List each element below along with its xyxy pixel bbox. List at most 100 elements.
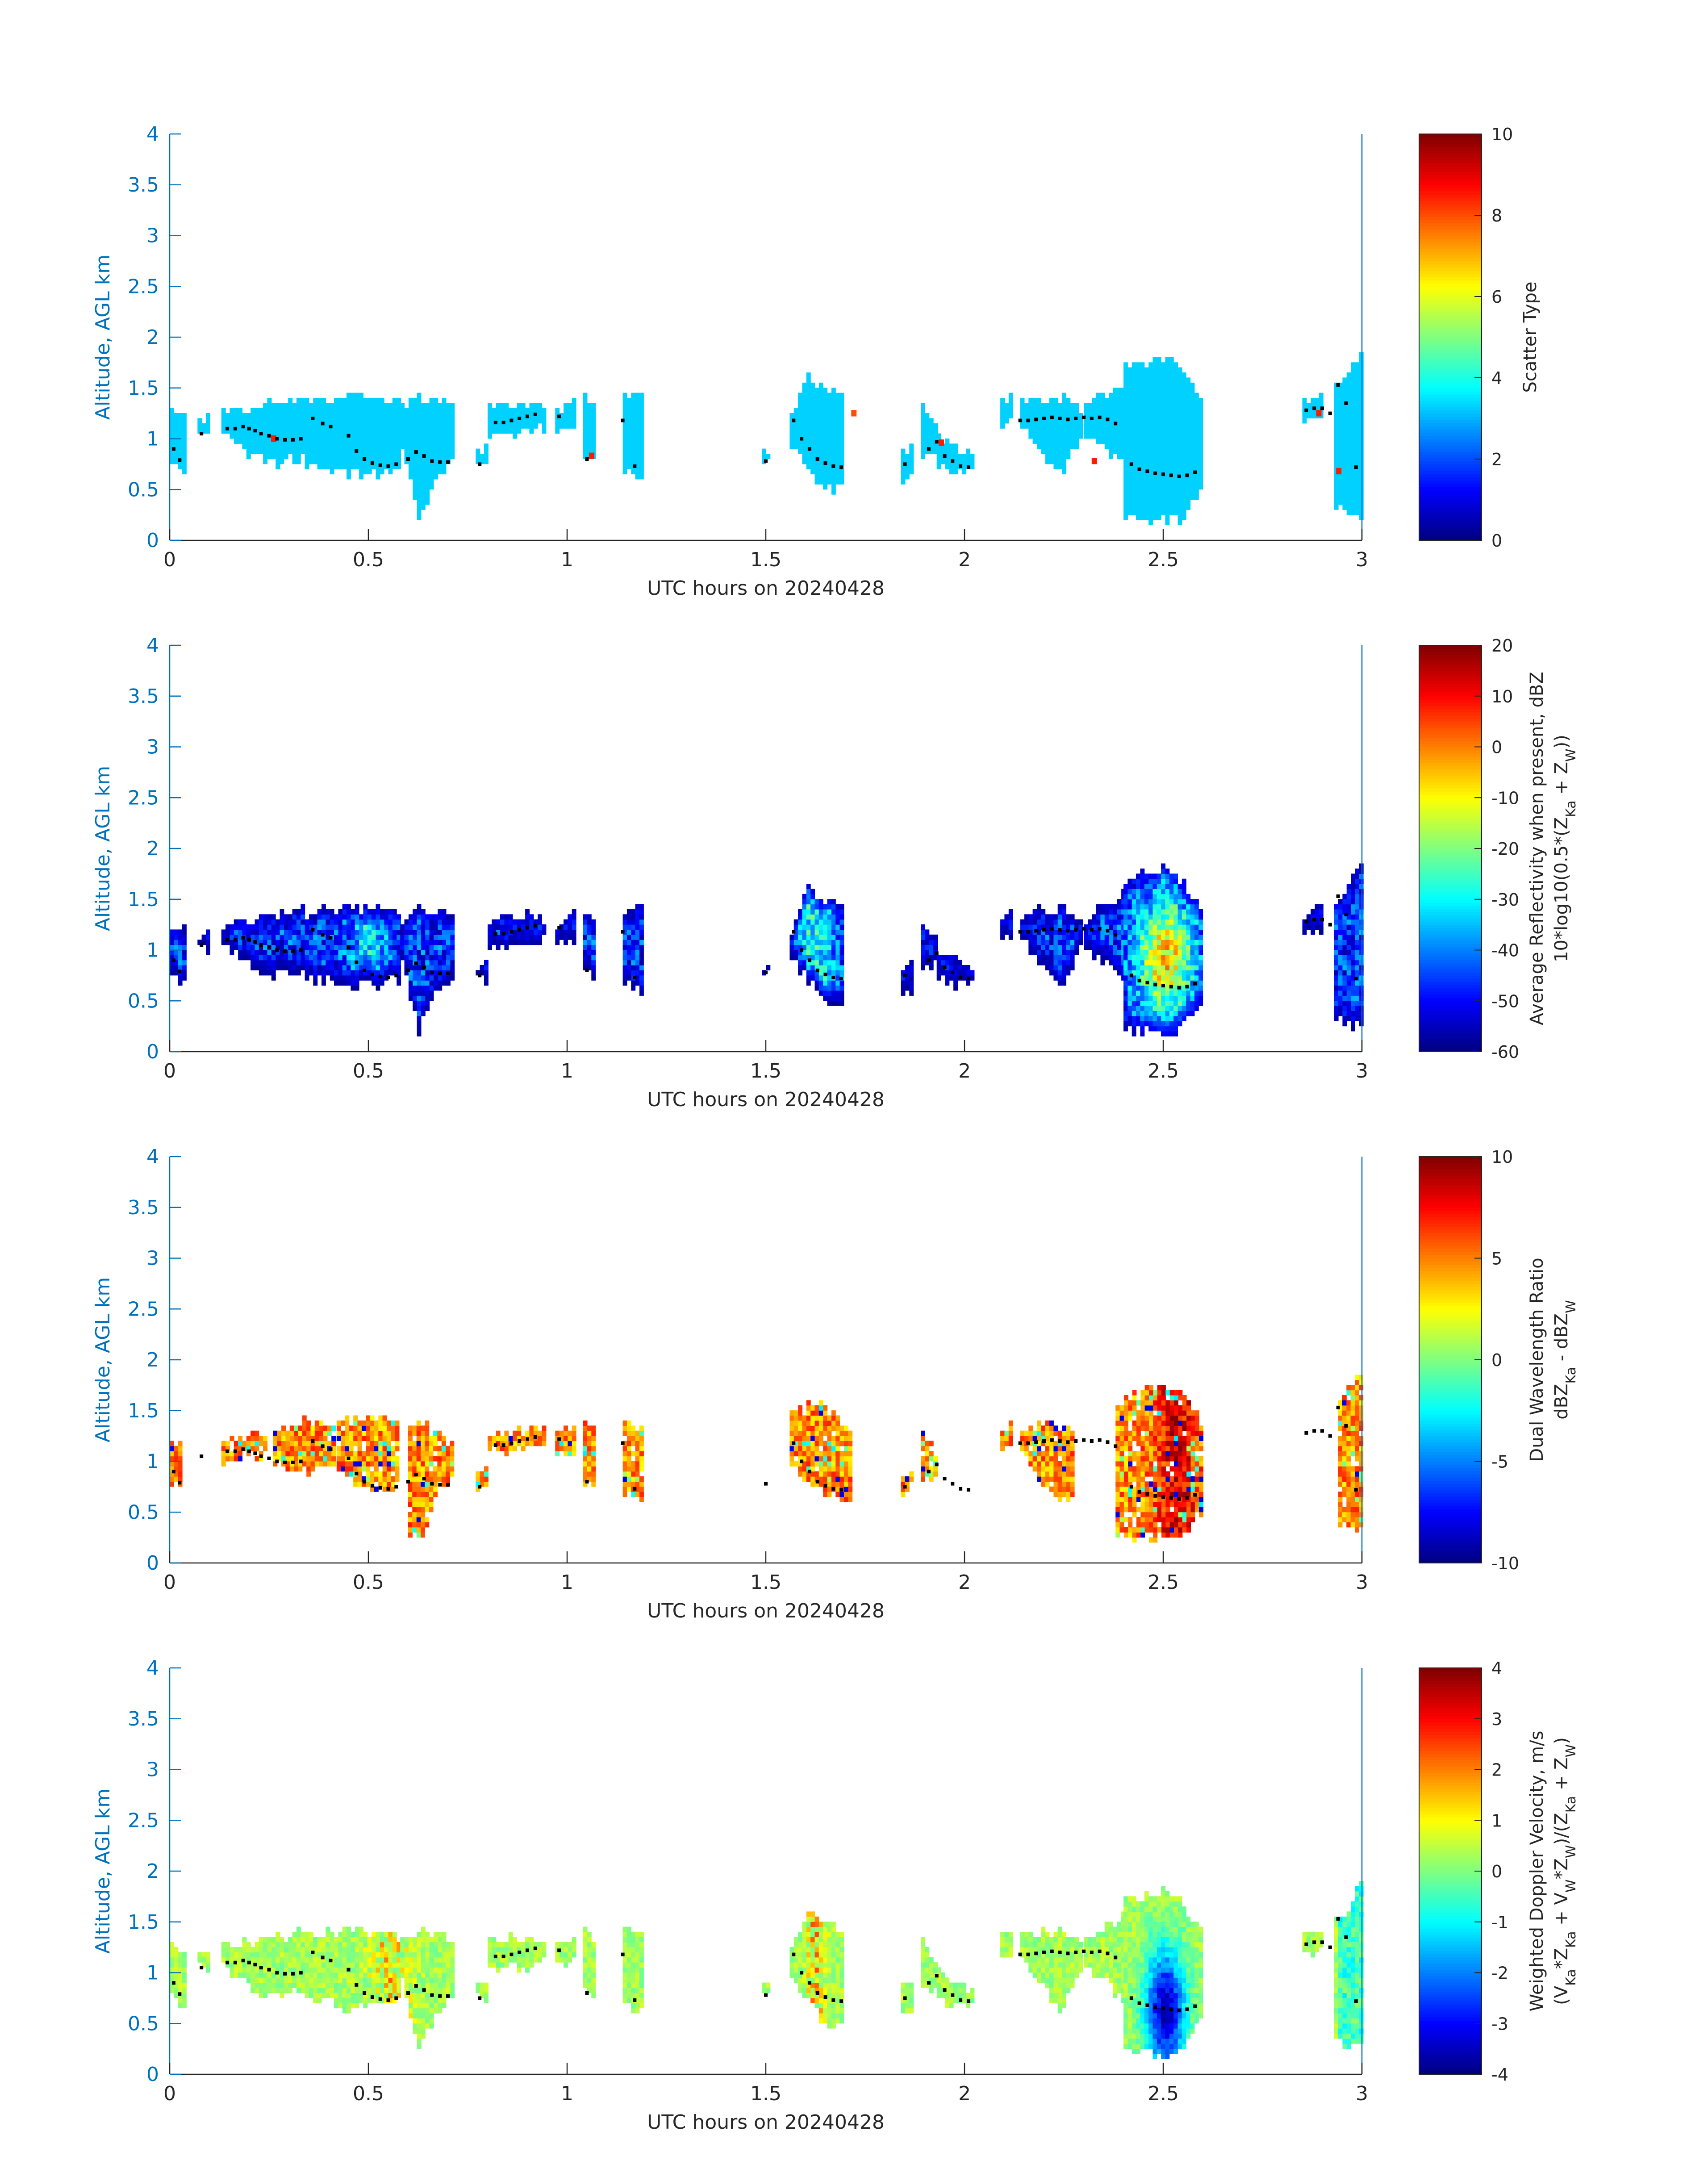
heatmap-cell: [1165, 919, 1170, 925]
heatmap-cell: [296, 418, 301, 424]
heatmap-cell: [945, 438, 950, 444]
heatmap-cell: [322, 934, 326, 940]
heatmap-cell: [587, 418, 592, 424]
colorbar-swatch: [1419, 137, 1482, 141]
heatmap-cell: [388, 443, 393, 449]
heatmap-cell: [1123, 995, 1128, 1001]
heatmap-cell: [234, 438, 238, 444]
heatmap-cell: [1165, 878, 1170, 884]
heatmap-cell: [309, 965, 313, 970]
heatmap-cell: [1157, 423, 1161, 429]
heatmap-cell: [397, 980, 401, 986]
heatmap-cell: [288, 438, 293, 444]
heatmap-cell: [1123, 382, 1128, 388]
heatmap-cell: [1148, 388, 1153, 393]
heatmap-cell: [174, 965, 179, 970]
heatmap-cell: [1342, 403, 1347, 409]
heatmap-cell: [1066, 914, 1071, 920]
heatmap-cell: [814, 949, 819, 955]
heatmap-cell: [359, 454, 363, 459]
heatmap-cell: [622, 965, 627, 970]
heatmap-cell: [292, 413, 297, 418]
heatmap-cell: [263, 929, 267, 935]
heatmap-cell: [839, 418, 844, 424]
heatmap-cell: [372, 433, 376, 439]
heatmap-cell: [271, 965, 276, 970]
heatmap-cell: [292, 418, 297, 424]
heatmap-cell: [802, 944, 807, 950]
heatmap-cell: [572, 909, 576, 915]
heatmap-cell: [197, 423, 202, 429]
heatmap-cell: [1199, 413, 1203, 418]
heatmap-cell: [1000, 924, 1005, 930]
heatmap-cell: [429, 418, 434, 424]
heatmap-cell: [1148, 899, 1153, 905]
heatmap-cell: [450, 975, 455, 981]
heatmap-cell: [622, 469, 627, 475]
heatmap-cell: [639, 985, 644, 991]
heatmap-cell: [1169, 413, 1174, 418]
heatmap-cell: [1123, 904, 1128, 910]
heatmap-cell: [301, 919, 305, 925]
heatmap-cell: [251, 940, 255, 945]
heatmap-cell: [831, 929, 836, 935]
colorbar-swatch: [1419, 226, 1482, 230]
heatmap-cell: [1186, 965, 1191, 970]
heatmap-cell: [1157, 1006, 1161, 1011]
heatmap-cell: [271, 934, 276, 940]
heatmap-cell: [404, 944, 409, 950]
heatmap-cell: [1186, 494, 1191, 500]
heatmap-cell: [342, 949, 347, 955]
heatmap-cell: [1132, 510, 1136, 515]
heatmap-cell: [831, 914, 836, 920]
heatmap-cell: [1161, 1015, 1165, 1021]
heatmap-cell: [301, 955, 305, 961]
colorbar-swatch: [1419, 537, 1482, 541]
heatmap-cell: [1053, 454, 1058, 459]
heatmap-cell: [500, 919, 505, 925]
heatmap-cell: [450, 914, 455, 920]
heatmap-cell: [823, 955, 828, 961]
heatmap-cell: [267, 413, 272, 418]
heatmap-cell: [835, 1000, 840, 1006]
heatmap-cell: [317, 408, 322, 414]
heatmap-cell: [330, 464, 334, 469]
heatmap-cell: [1053, 970, 1058, 976]
heatmap-cell: [793, 413, 798, 418]
colorbar-swatch: [1419, 384, 1482, 389]
heatmap-cell: [1100, 960, 1105, 965]
heatmap-cell: [1123, 924, 1128, 930]
heatmap-cell: [1334, 464, 1339, 469]
heatmap-cell: [484, 970, 489, 976]
heatmap-cell: [1045, 413, 1050, 418]
heatmap-cell: [1186, 489, 1191, 495]
heatmap-cell: [263, 448, 267, 454]
trace-dot: [903, 462, 907, 466]
heatmap-cell: [442, 403, 447, 409]
heatmap-cell: [827, 934, 832, 940]
heatmap-cell: [263, 418, 267, 424]
heatmap-cell: [635, 408, 640, 414]
heatmap-cell: [1092, 418, 1097, 424]
heatmap-cell: [1057, 960, 1062, 965]
heatmap-cell: [936, 955, 941, 961]
heatmap-cell: [1037, 955, 1041, 961]
heatmap-cell: [347, 904, 351, 910]
heatmap-cell: [1088, 413, 1093, 418]
heatmap-cell: [363, 949, 368, 955]
heatmap-cell: [178, 454, 183, 459]
heatmap-cell: [1049, 459, 1054, 464]
heatmap-cell: [296, 955, 301, 961]
heatmap-cell: [1351, 919, 1355, 925]
trace-dot: [815, 457, 819, 461]
heatmap-cell: [322, 929, 326, 935]
heatmap-cell: [363, 904, 368, 910]
heatmap-cell: [276, 459, 280, 464]
heatmap-cell: [1346, 899, 1351, 905]
heatmap-cell-outlier: [589, 452, 594, 459]
heatmap-cell: [408, 955, 413, 961]
heatmap-cell: [793, 438, 798, 444]
heatmap-cell: [450, 418, 455, 424]
heatmap-cell: [1346, 464, 1351, 469]
heatmap-cell: [533, 403, 538, 409]
